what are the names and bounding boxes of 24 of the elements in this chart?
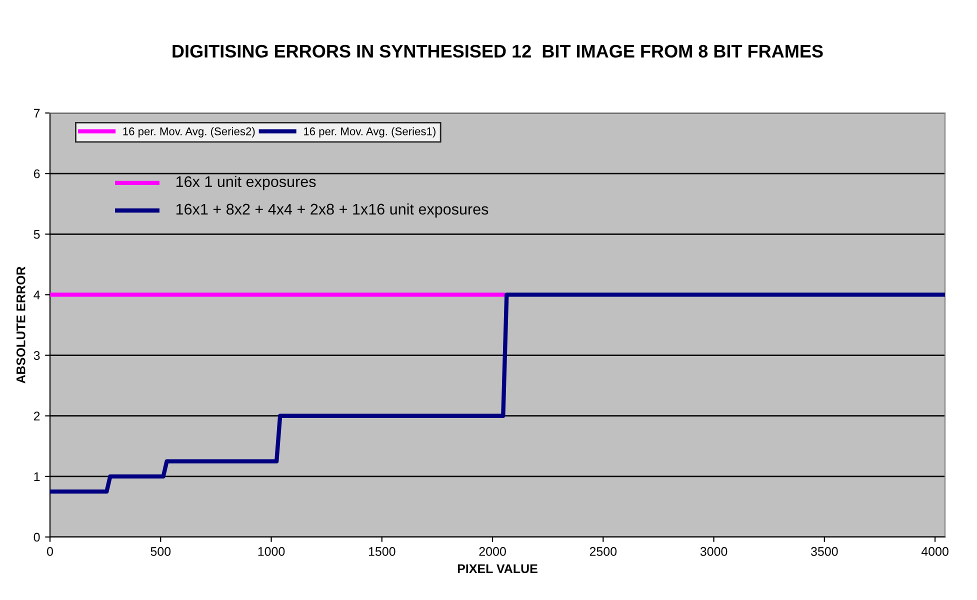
legend-label: 16 per. Mov. Avg. (Series2) [123,127,255,138]
y-tick-label: 7 [34,108,40,118]
x-axis-title: PIXEL VALUE [458,564,538,574]
annotation: 16x1 + 8x2 + 4x4 + 2x8 + 1x16 unit exposures [176,203,488,218]
x-tick-label: 2500 [590,547,617,556]
x-tick-label: 1500 [368,547,396,556]
x-tick-label: 500 [150,547,171,556]
y-axis-title: ABSOLUTE ERROR [16,266,26,384]
x-tick-label: 1000 [258,547,285,556]
y-tick-label: 2 [34,412,40,420]
x-tick-label: 2000 [479,547,506,556]
annotation: 16x 1 unit exposures [176,176,316,190]
y-tick-label: 1 [34,472,40,481]
y-tick-label: 5 [34,230,40,239]
y-tick-label: 0 [34,532,40,542]
x-tick-label: 3500 [810,547,838,556]
legend-label: 16 per. Mov. Avg. (Series1) [304,127,436,138]
x-tick-label: 3000 [700,547,728,556]
y-tick-label: 3 [34,351,40,360]
chart-title: DIGITISING ERRORS IN SYNTHESISED 12 BIT IMAGE FROM 8 BIT FRAMES [172,44,823,58]
x-tick-label: 4000 [921,547,948,556]
y-tick-label: 6 [34,169,40,178]
x-tick-label: 0 [47,547,53,556]
y-tick-label: 4 [34,290,40,300]
